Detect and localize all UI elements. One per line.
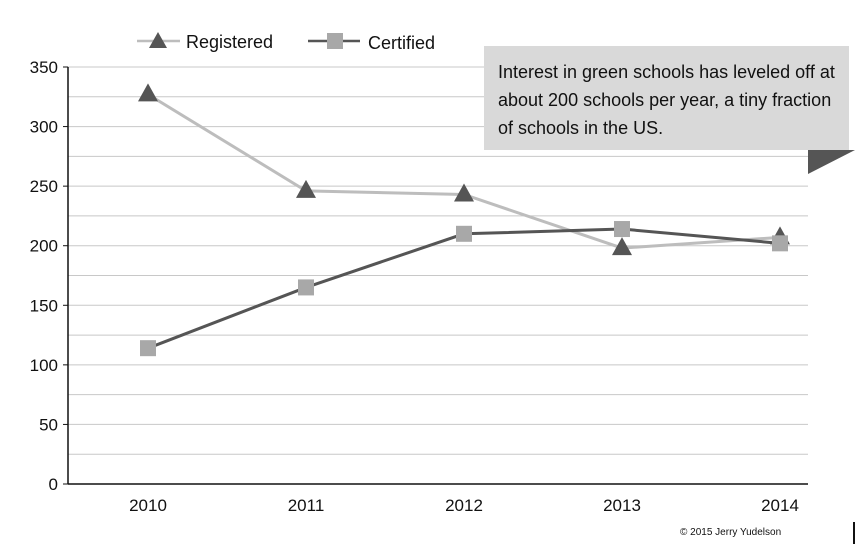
legend-item-registered: Registered xyxy=(137,32,273,52)
annotation-text: Interest in green schools has leveled of… xyxy=(498,62,835,138)
x-tick-label: 2014 xyxy=(761,496,799,515)
legend: Registered Certified xyxy=(137,32,435,53)
callout-pointer xyxy=(808,150,855,174)
x-tick-label: 2010 xyxy=(129,496,167,515)
copyright-credit: © 2015 Jerry Yudelson xyxy=(680,527,782,538)
legend-item-certified: Certified xyxy=(308,33,435,53)
annotation-callout: Interest in green schools has leveled of… xyxy=(484,46,849,150)
data-point-registered xyxy=(296,179,316,198)
axes xyxy=(67,67,808,485)
x-tick-label: 2011 xyxy=(288,496,325,515)
series-line-certified xyxy=(147,227,781,350)
y-tick-labels: 0 50 100 150 200 250 300 350 xyxy=(30,58,68,494)
data-point-registered xyxy=(138,83,158,102)
series xyxy=(138,83,790,357)
data-point-certified xyxy=(456,225,472,242)
x-tick-label: 2013 xyxy=(603,496,641,515)
legend-triangle-icon xyxy=(149,32,167,48)
x-tick-labels: 2010 2011 2012 2013 2014 xyxy=(129,496,799,515)
legend-label-certified: Certified xyxy=(368,33,435,53)
y-tick-label: 250 xyxy=(30,177,58,196)
data-point-registered xyxy=(612,237,632,256)
y-tick-label: 100 xyxy=(30,356,58,375)
y-tick-label: 50 xyxy=(39,415,58,434)
data-point-certified xyxy=(772,235,788,252)
edge-mark xyxy=(853,522,855,544)
y-tick-label: 0 xyxy=(49,475,58,494)
data-point-certified xyxy=(298,279,314,296)
y-tick-label: 200 xyxy=(30,237,58,256)
data-point-certified xyxy=(614,221,630,238)
x-tick-label: 2012 xyxy=(445,496,483,515)
legend-label-registered: Registered xyxy=(186,32,273,52)
y-tick-label: 150 xyxy=(30,296,58,315)
data-point-certified xyxy=(140,340,156,357)
y-tick-label: 300 xyxy=(30,118,58,137)
y-tick-label: 350 xyxy=(30,58,58,77)
legend-square-icon xyxy=(327,33,343,49)
data-point-registered xyxy=(454,183,474,202)
